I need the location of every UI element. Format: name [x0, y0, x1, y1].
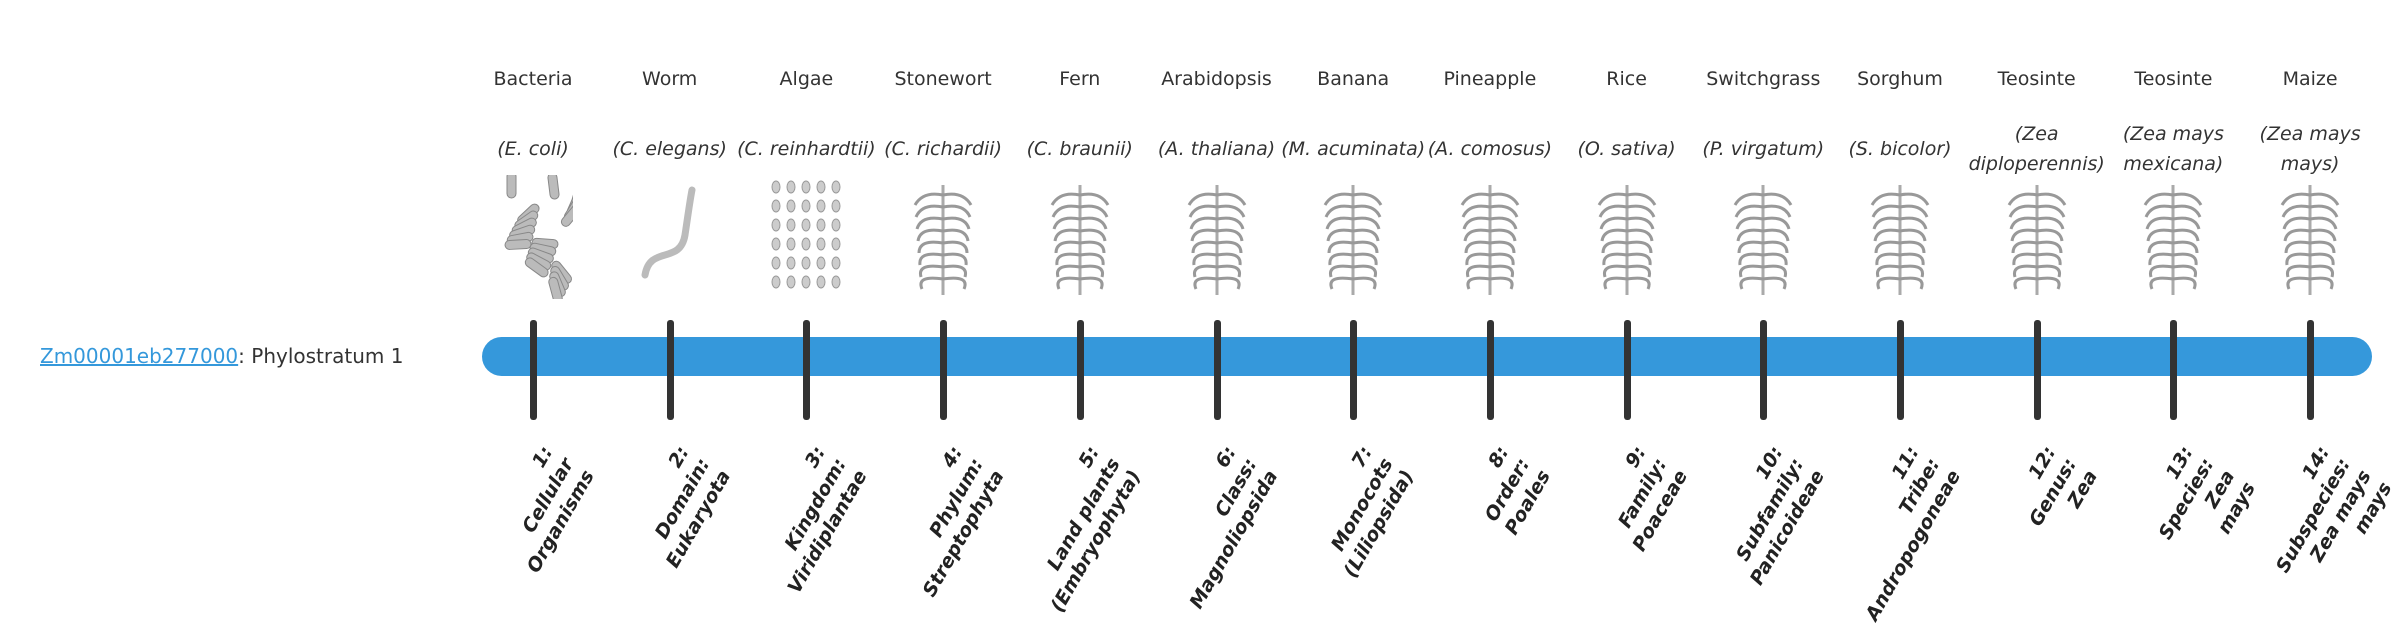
common-name: Arabidopsis — [1161, 68, 1272, 90]
maize-image — [2270, 175, 2350, 299]
bacteria-image — [493, 171, 586, 304]
stratum-column: Rice (O. sativa) 9: Family: Poaceae — [1559, 0, 1695, 580]
arabidopsis-image — [1177, 175, 1257, 299]
rice-image — [1587, 175, 1667, 299]
common-name: Bacteria — [493, 68, 573, 90]
common-name: Sorghum — [1857, 68, 1943, 90]
stratum-column: Algae (C. reinhardtii) 3: Kingdom: Viridip… — [737, 0, 876, 597]
stratum-column: Teosinte (Zea mays mexicana) 13: Species:… — [2105, 0, 2260, 580]
stratum-tick — [1213, 320, 1221, 420]
rank-label: 14: Subspecies: Zea mays mays — [2250, 442, 2397, 601]
rank-label: 9: Family: Poaceae — [1586, 442, 1693, 556]
phylostratum-bar — [482, 337, 2372, 376]
scientific-name: (Zea mays mays) — [2259, 123, 2361, 175]
stratum-tick — [940, 320, 948, 420]
rank-label: 12: Genus: Zea — [2003, 442, 2103, 542]
gene-label: Zm00001eb277000: Phylostratum 1 — [40, 341, 403, 371]
sorghum-image — [1860, 175, 1940, 299]
stratum-tick — [2307, 320, 2315, 420]
scientific-name: (C. braunii) — [1026, 138, 1133, 160]
stratum-tick — [1760, 320, 1768, 420]
stratum-column: Maize (Zea mays mays) 14: Subspecies: Zea … — [2242, 0, 2397, 580]
scientific-name: (S. bicolor) — [1848, 138, 1952, 160]
stratum-column: Teosinte (Zea diploperennis) 12: Genus: Ze… — [1969, 0, 2105, 580]
algae-image — [766, 175, 846, 299]
common-name: Fern — [1059, 68, 1101, 90]
rank-label: 3: Kingdom: Viridiplantae — [741, 442, 872, 598]
common-name: Stonewort — [894, 68, 992, 90]
stratum-column: Stonewort (C. richardii) 4: Phylum: Strept… — [875, 0, 1011, 601]
stratum-tick — [2033, 320, 2041, 420]
scientific-name: (E. coli) — [497, 138, 569, 160]
stonewort-image — [903, 175, 983, 299]
teosinte-image — [1997, 175, 2077, 299]
stratum-tick — [803, 320, 811, 420]
stratum-column: Sorghum (S. bicolor) 11: Tribe: Andropogon… — [1832, 0, 1968, 624]
common-name: Switchgrass — [1706, 68, 1821, 90]
gene-link[interactable]: Zm00001eb277000 — [40, 344, 239, 368]
pineapple-image — [1450, 175, 1530, 299]
banana-image — [1313, 175, 1393, 299]
rank-label: 2: Domain: Eukaryota — [619, 442, 736, 572]
scientific-name: (Zea mays mexicana) — [2122, 123, 2224, 175]
scientific-name: (C. reinhardtii) — [737, 138, 876, 160]
scientific-name: (P. virgatum) — [1702, 138, 1825, 160]
stratum-tick — [1076, 320, 1084, 420]
switchgrass-image — [1723, 175, 1803, 299]
scientific-name: (M. acuminata) — [1281, 138, 1426, 160]
scientific-name: (C. elegans) — [612, 138, 727, 160]
stratum-tick — [1486, 320, 1494, 420]
scientific-name: (A. thaliana) — [1157, 138, 1276, 160]
common-name: Worm — [642, 68, 698, 90]
common-name: Algae — [779, 68, 834, 90]
fern-image — [1040, 175, 1120, 299]
stratum-column: Banana (M. acuminata) 7: Monocots (Liliops… — [1281, 0, 1425, 582]
rank-label: 7: Monocots (Liliopsida) — [1297, 442, 1419, 582]
common-name: Maize — [2282, 68, 2338, 90]
rank-label: 6: Class: Magnoliopsida — [1143, 442, 1283, 613]
rank-label: 11: Tribe: Andropogoneae — [1819, 442, 1966, 625]
teosinte-image — [2133, 175, 2213, 299]
stratum-tick — [666, 320, 674, 420]
common-name: Rice — [1606, 68, 1647, 90]
scientific-name: (Zea diploperennis) — [1968, 123, 2105, 175]
rank-label: 10: Subfamily: Panicoideae — [1703, 442, 1830, 589]
common-name: Pineapple — [1443, 68, 1537, 90]
common-name: Teosinte — [2134, 68, 2213, 90]
stratum-column: Switchgrass (P. virgatum) 10: Subfamily: P… — [1695, 0, 1831, 589]
scientific-name: (A. comosus) — [1427, 138, 1553, 160]
common-name: Banana — [1317, 68, 1390, 90]
stratum-column: Arabidopsis (A. thaliana) 6: Class: Magnol… — [1149, 0, 1285, 612]
rank-label: 8: Order: Poales — [1459, 442, 1557, 539]
scientific-name: (C. richardii) — [884, 138, 1002, 160]
stratum-tick — [1350, 320, 1358, 420]
rank-label: 4: Phylum: Streptophyta — [876, 442, 1009, 601]
stratum-tick — [1623, 320, 1631, 420]
stratum-column: Pineapple (A. comosus) 8: Order: Poales — [1422, 0, 1558, 580]
stratum-column: Worm (C. elegans) 2: Domain: Eukaryota — [602, 0, 738, 580]
stratum-column: Fern (C. braunii) 5: Land plants (Embryoph… — [1012, 0, 1148, 616]
rank-label: 5: Land plants (Embryophyta) — [1004, 442, 1146, 617]
worm-image — [630, 175, 710, 299]
stratum-tick — [2170, 320, 2178, 420]
stratum-tick — [530, 320, 537, 420]
scientific-name: (O. sativa) — [1577, 138, 1676, 160]
phylostratum-text: : Phylostratum 1 — [238, 344, 404, 368]
stratum-tick — [1897, 320, 1904, 420]
stratum-column: Bacteria (E. coli) 1: Cellular Organisms — [465, 0, 601, 580]
rank-label: 1: Cellular Organisms — [480, 442, 600, 577]
common-name: Teosinte — [1997, 68, 2076, 90]
